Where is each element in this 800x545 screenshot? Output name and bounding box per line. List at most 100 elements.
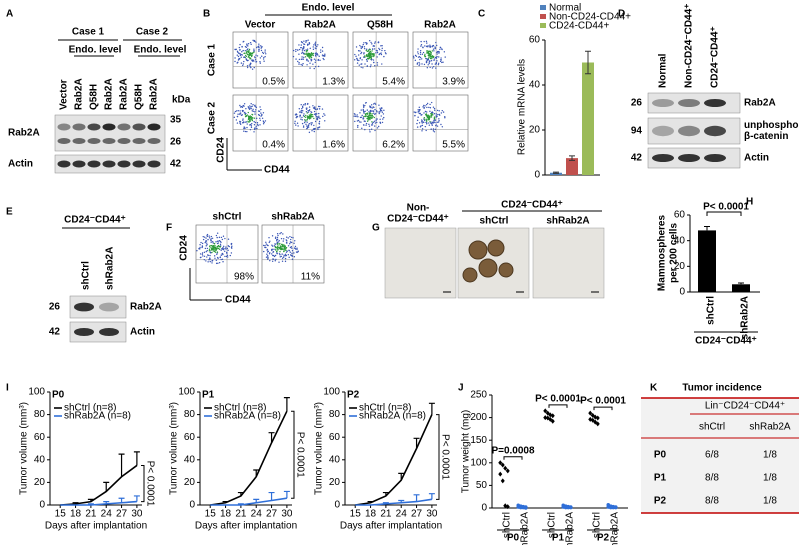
event-dot: [314, 61, 316, 64]
band: [72, 123, 86, 131]
x-tick-label: 24: [101, 509, 113, 520]
event-dot: [316, 108, 319, 110]
event-dot: [237, 113, 239, 115]
event-dot: [419, 109, 421, 111]
event-dot: [301, 107, 303, 110]
event-dot: [253, 128, 256, 131]
event-dot: [256, 46, 258, 49]
event-dot: [274, 260, 276, 262]
label: Vector: [245, 20, 276, 31]
event-dot: [221, 238, 224, 241]
event-dot: [306, 48, 309, 50]
y-tick-label: 0: [679, 287, 685, 298]
event-dot: [239, 43, 241, 46]
event-dot: [206, 249, 208, 252]
event-dot: [305, 58, 308, 61]
event-dot: [308, 109, 311, 111]
event-dot: [370, 52, 372, 54]
event-dot: [375, 119, 377, 122]
band: [57, 138, 71, 144]
event-dot: [323, 58, 325, 61]
event-dot: [260, 115, 262, 117]
event-dot: [249, 105, 251, 107]
event-dot: [420, 40, 422, 43]
y-tick-label: 100: [28, 387, 45, 398]
label: Days after implantation: [340, 521, 442, 532]
event-dot: [284, 257, 287, 260]
event-dot: [363, 115, 365, 118]
event-dot: [236, 50, 239, 53]
event-dot: [425, 120, 428, 122]
event-dot: [253, 40, 255, 42]
label: shRab2A: [105, 247, 116, 290]
event-dot: [283, 250, 285, 253]
event-dot: [265, 53, 267, 55]
event-dot: [274, 254, 277, 257]
band: [74, 328, 94, 336]
event-dot: [378, 47, 380, 50]
event-dot: [295, 124, 297, 126]
event-dot: [239, 112, 241, 115]
event-dot: [365, 101, 367, 104]
event-dot: [282, 238, 285, 240]
event-dot: [360, 52, 362, 55]
event-dot: [226, 254, 229, 257]
label: Normal: [658, 53, 669, 88]
panel-letter: H: [746, 197, 753, 208]
event-dot: [303, 115, 306, 118]
event-dot: [301, 116, 303, 119]
event-dot: [361, 63, 363, 65]
band: [87, 123, 101, 131]
event-dot: [428, 46, 431, 48]
event-dot: [283, 254, 285, 256]
event-dot: [310, 56, 313, 59]
legend-entry: shRab2A (n=8): [359, 411, 426, 422]
event-dot: [247, 56, 249, 58]
event-dot: [309, 62, 311, 64]
event-dot: [306, 115, 309, 117]
event-dot: [371, 122, 374, 125]
event-dot: [247, 107, 250, 109]
event-dot: [293, 247, 296, 249]
event-dot: [220, 236, 223, 239]
label: Q58H: [89, 84, 100, 110]
event-dot: [301, 112, 303, 114]
event-dot: [429, 57, 432, 60]
flow-plot: [232, 31, 289, 89]
panel-letter: B: [203, 9, 210, 20]
event-dot: [294, 114, 297, 116]
event-dot: [311, 122, 313, 124]
event-dot: [425, 61, 428, 64]
bar: [582, 62, 594, 175]
band: [87, 138, 101, 144]
event-dot: [266, 249, 268, 251]
label: CD24⁻CD44⁺: [710, 26, 721, 88]
error-bar: [738, 282, 744, 285]
event-dot: [429, 51, 432, 53]
event-dot: [260, 49, 263, 52]
event-dot: [433, 121, 435, 124]
error-bar: [283, 397, 290, 412]
event-dot: [307, 117, 309, 119]
point: [566, 505, 571, 510]
x-tick-label: shRab2A: [520, 512, 531, 545]
event-dot: [317, 44, 319, 46]
event-dot: [251, 52, 253, 55]
event-dot: [368, 125, 371, 127]
event-dot: [258, 49, 260, 51]
event-dot: [298, 53, 300, 55]
event-dot: [316, 53, 318, 56]
event-dot: [216, 240, 219, 242]
event-dot: [220, 254, 223, 256]
event-dot: [222, 247, 224, 249]
event-dot: [365, 48, 368, 50]
event-dot: [433, 118, 435, 120]
event-dot: [434, 47, 436, 50]
label: Case 1: [207, 43, 218, 76]
band: [72, 160, 86, 168]
label: Tumor volume (mm³): [169, 402, 180, 495]
event-dot: [252, 110, 254, 113]
event-dot: [379, 52, 381, 55]
label: Rab2A: [149, 78, 160, 110]
event-dot: [424, 105, 426, 107]
